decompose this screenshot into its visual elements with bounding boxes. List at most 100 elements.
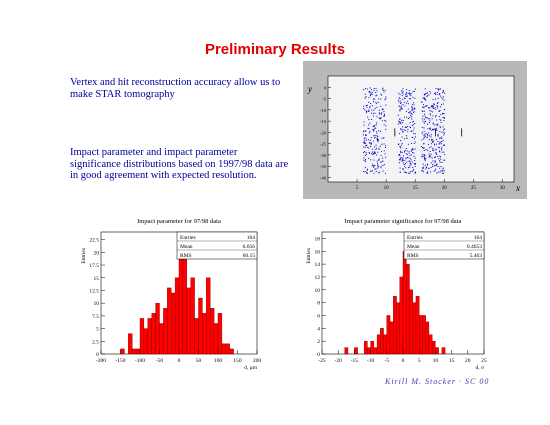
scatter-point (439, 161, 441, 163)
y-tick-label: -35 (320, 164, 327, 169)
scatter-point (438, 110, 440, 112)
scatter-point (443, 113, 445, 115)
scatter-point (431, 118, 433, 120)
y-tick-label: 10 (315, 288, 321, 294)
scatter-point (424, 121, 426, 123)
scatter-point (409, 155, 411, 157)
scatter-point (427, 128, 429, 130)
scatter-point (368, 109, 370, 111)
scatter-point (373, 98, 375, 100)
scatter-point (404, 149, 406, 151)
scatter-point (373, 90, 375, 92)
scatter-point (442, 98, 444, 100)
scatter-point (421, 110, 423, 112)
scatter-point (382, 87, 384, 89)
scatter-point (431, 141, 433, 143)
scatter-point (365, 130, 367, 132)
scatter-point (407, 125, 409, 127)
scatter-point (380, 117, 382, 119)
scatter-point (368, 128, 370, 130)
scatter-point (427, 149, 429, 151)
scatter-point (443, 144, 445, 146)
stats-value: 60.15 (243, 253, 256, 259)
scatter-point (430, 166, 432, 168)
scatter-point (422, 133, 424, 135)
scatter-point (406, 110, 408, 112)
x-tick-label: 30 (500, 186, 506, 191)
scatter-point (435, 153, 437, 155)
scatter-point (368, 91, 370, 93)
scatter-point (373, 128, 375, 130)
scatter-point (427, 134, 429, 136)
vertex-scatter-plot: 5 10 15 20 25 30 0 -5 -10 -15 -20 -25 -30 -35 -40 y x (307, 75, 520, 193)
stats-label: Mean (180, 244, 193, 250)
scatter-point (383, 124, 385, 126)
scatter-point (441, 131, 443, 133)
stats-value: 164 (247, 235, 256, 241)
histogram-bar (412, 302, 417, 355)
scatter-point (434, 98, 436, 100)
scatter-point (411, 113, 413, 115)
scatter-point (424, 88, 426, 90)
x-tick-label: -5 (385, 358, 390, 364)
scatter-point (435, 148, 437, 150)
scatter-point (410, 115, 412, 117)
scatter-point (383, 113, 385, 115)
scatter-point (375, 168, 377, 170)
scatter-point (411, 149, 413, 151)
stats-value: 6.056 (243, 244, 256, 250)
scatter-point (375, 149, 377, 151)
scatter-point (366, 172, 368, 174)
x-tick-label: 0 (178, 358, 181, 364)
scatter-point (375, 95, 377, 97)
scatter-point (430, 143, 432, 145)
histogram-bar (202, 313, 207, 355)
scatter-point (411, 109, 413, 111)
scatter-point (383, 91, 385, 93)
scatter-point (431, 105, 433, 107)
scatter-point (399, 98, 401, 100)
scatter-point (437, 165, 439, 167)
scatter-point (399, 171, 401, 173)
scatter-point (363, 157, 365, 159)
scatter-point (435, 163, 437, 165)
scatter-point (410, 93, 412, 95)
scatter-point (383, 143, 385, 145)
scatter-point (401, 136, 403, 138)
scatter-point (368, 101, 370, 103)
scatter-point (370, 144, 372, 146)
scatter-point (374, 107, 376, 109)
scatter-point (399, 121, 401, 123)
scatter-point (404, 101, 406, 103)
scatter-point (374, 165, 376, 167)
scatter-point (422, 167, 424, 169)
scatter-point (412, 136, 414, 138)
scatter-point (377, 141, 379, 143)
scatter-point (369, 131, 371, 133)
x-tick-label: -200 (96, 358, 106, 364)
scatter-point (371, 93, 373, 95)
scatter-point (364, 158, 366, 160)
scatter-point (433, 150, 435, 152)
scatter-point (429, 150, 431, 152)
scatter-point (406, 137, 408, 139)
scatter-point (401, 160, 403, 162)
scatter-point (373, 98, 375, 100)
scatter-point (414, 148, 416, 150)
scatter-point (365, 137, 367, 139)
scatter-point (364, 97, 366, 99)
scatter-point (423, 147, 425, 149)
scatter-point (402, 131, 404, 133)
scatter-point (375, 147, 377, 149)
scatter-point (443, 96, 445, 98)
scatter-point (369, 91, 371, 93)
scatter-point (414, 172, 416, 174)
histogram-bar (383, 334, 387, 355)
scatter-point (402, 168, 404, 170)
scatter-point (363, 139, 365, 141)
scatter-point (373, 135, 375, 137)
x-tick-label: 0 (402, 358, 405, 364)
scatter-point (383, 115, 385, 117)
scatter-point (364, 109, 366, 111)
scatter-point (422, 115, 424, 117)
